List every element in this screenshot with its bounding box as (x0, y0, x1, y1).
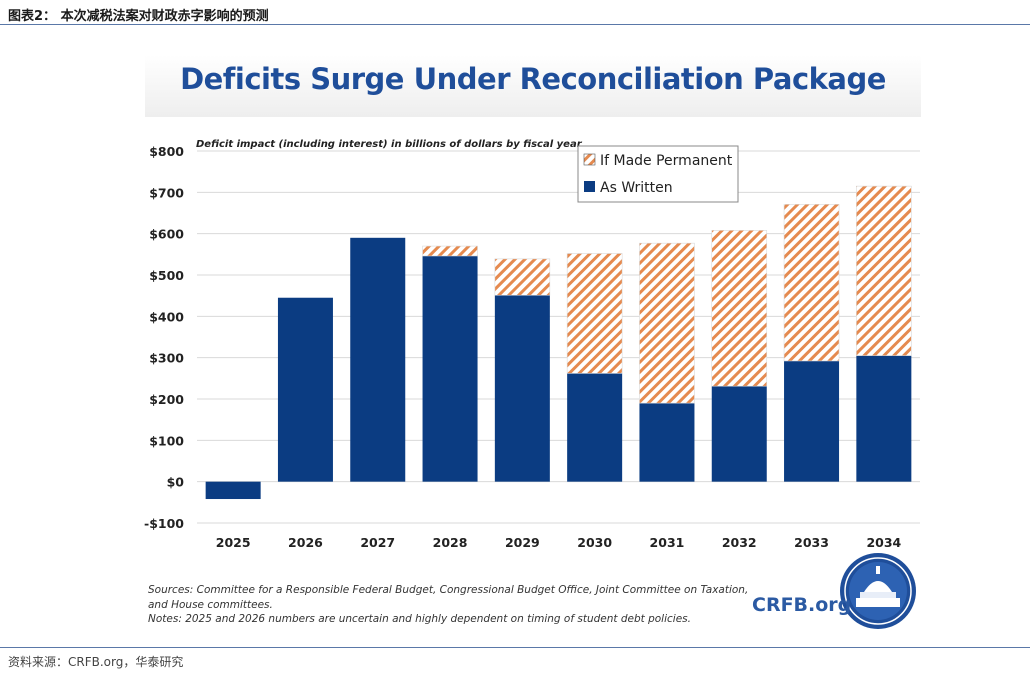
bar-as-written (494, 295, 550, 482)
bar-as-written (567, 373, 623, 482)
y-tick-label: $400 (149, 309, 184, 324)
x-tick-label: 2029 (505, 535, 540, 550)
footer-source: 资料来源：CRFB.org，华泰研究 (8, 655, 184, 669)
sources-line-1: Sources: Committee for a Responsible Fed… (148, 584, 749, 596)
legend-label-permanent: If Made Permanent (600, 153, 733, 169)
x-tick-label: 2025 (216, 535, 251, 550)
crfb-seal-icon (840, 553, 916, 629)
bar-if-permanent (856, 185, 912, 356)
x-tick-label: 2028 (433, 535, 468, 550)
bar-if-permanent (639, 242, 695, 404)
chart-title: Deficits Surge Under Reconciliation Pack… (180, 62, 886, 96)
x-tick-label: 2030 (577, 535, 612, 550)
bar-if-permanent (711, 230, 768, 387)
y-tick-label: $600 (149, 227, 184, 242)
legend-box (577, 145, 739, 203)
x-tick-label: 2032 (722, 535, 757, 550)
legend-label-as-written: As Written (600, 180, 673, 196)
bar-as-written (277, 297, 333, 482)
bar-if-permanent (566, 253, 623, 374)
bar-if-permanent (783, 204, 840, 362)
chart-subtitle: Deficit impact (including interest) in b… (196, 139, 583, 150)
x-tick-label: 2034 (866, 535, 901, 550)
top-rule (0, 24, 1030, 25)
bar-as-written (856, 355, 912, 482)
y-tick-label: $0 (167, 475, 185, 490)
bar-if-permanent (422, 245, 478, 257)
sources-notes: Sources: Committee for a Responsible Fed… (148, 583, 758, 627)
y-tick-label: $500 (149, 268, 184, 283)
x-tick-label: 2026 (288, 535, 323, 550)
title-band (145, 55, 921, 117)
bar-as-written (350, 237, 406, 482)
legend-swatch-as-written (584, 181, 595, 192)
x-tick-label: 2031 (650, 535, 685, 550)
y-tick-label: -$100 (144, 516, 184, 531)
sources-line-2: and House committees. (148, 598, 273, 611)
y-tick-label: $300 (149, 351, 184, 366)
bottom-rule (0, 647, 1030, 648)
legend-swatch-permanent (583, 153, 596, 166)
bar-as-written (422, 255, 478, 482)
bar-as-written (639, 403, 695, 482)
x-tick-label: 2027 (360, 535, 395, 550)
y-tick-label: $100 (149, 433, 184, 448)
y-tick-label: $800 (149, 144, 184, 159)
notes-line: Notes: 2025 and 2026 numbers are uncerta… (148, 613, 691, 625)
y-tick-label: $700 (149, 185, 184, 200)
bar-as-written (205, 481, 261, 500)
x-tick-label: 2033 (794, 535, 829, 550)
bar-if-permanent (494, 258, 551, 296)
bar-as-written (711, 386, 767, 482)
figure-title: 图表2： 本次减税法案对财政赤字影响的预测 (8, 9, 269, 24)
y-tick-label: $200 (149, 392, 184, 407)
bar-as-written (784, 360, 840, 482)
brand-text: CRFB.org (752, 594, 852, 616)
legend: If Made Permanent As Written (577, 145, 739, 203)
